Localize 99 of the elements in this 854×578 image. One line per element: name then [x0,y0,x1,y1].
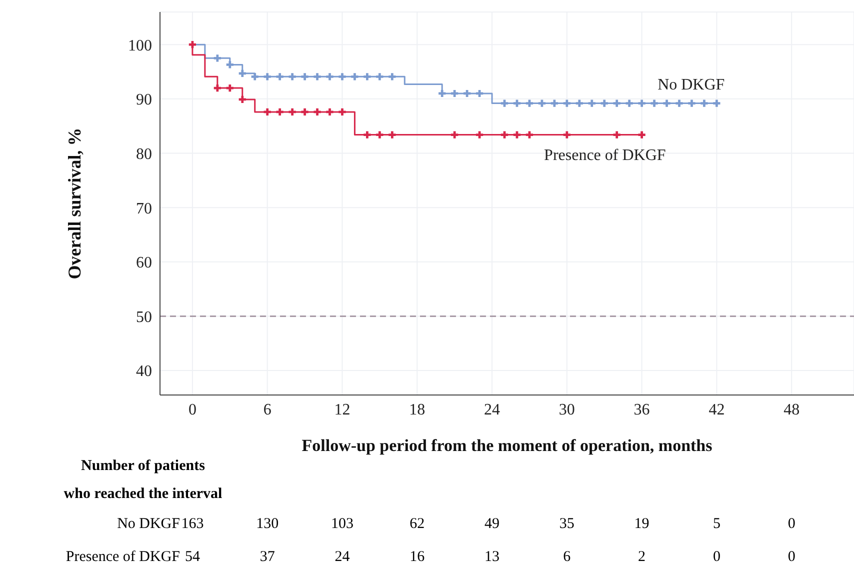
x-tick-label: 0 [188,401,196,418]
point [264,73,271,80]
point [364,131,371,138]
text: 49 [484,516,501,533]
y-tick-label: 70 [136,200,152,218]
point [476,131,484,138]
point [264,108,271,116]
text: 54 [184,549,200,565]
point [438,90,446,98]
x-tick-label: 6 [263,401,272,418]
point [338,73,346,80]
point [688,100,696,107]
y-tick-label: 50 [136,308,152,326]
point [238,70,246,77]
point [376,73,384,80]
text: 6 [562,549,572,566]
point [226,61,234,68]
text: 163 [181,516,204,532]
point [638,100,646,107]
point [663,100,670,107]
x-tick-label: 36 [634,401,650,418]
text: 5 [712,516,722,533]
point [338,108,346,116]
series-label: Presence of DKGF [544,146,666,164]
series-label: No DKGF [658,76,725,94]
point [451,131,458,138]
text: 103 [330,516,354,533]
point [563,100,570,107]
y-tick-label: 90 [136,92,152,109]
point [626,100,633,107]
x-tick-label: 24 [484,401,500,418]
y-tick-label: 40 [136,363,152,380]
point [288,108,296,116]
point [276,73,284,80]
point [713,100,720,107]
point [301,73,308,80]
point [388,131,396,138]
text: 0 [712,549,722,566]
point [500,131,508,138]
text: 130 [255,516,280,533]
point [588,100,596,107]
y-tick-label: 60 [136,254,152,272]
text: who reached the interval [62,485,224,504]
point [364,73,371,80]
point [288,73,296,80]
point [613,131,620,138]
point [214,54,221,62]
point [638,131,646,138]
point [326,73,334,80]
point [550,100,558,107]
point [526,131,534,138]
text: 2 [637,549,647,566]
point [538,100,546,107]
point [188,41,196,48]
text: 24 [334,549,351,566]
point [301,108,308,116]
x-axis-title: Follow-up period from the moment of operation, months [302,436,713,455]
text: No DKGF [117,516,180,532]
point [500,100,508,107]
point [226,84,234,92]
x-tick-label: 42 [708,401,725,418]
text: Number of patients [80,457,206,476]
x-tick-label: 30 [558,401,575,418]
text: 0 [786,549,796,566]
point [676,100,683,107]
y-tick-label: 100 [128,37,152,54]
text: 0 [786,516,796,533]
point [314,73,321,80]
point [576,100,583,107]
point [276,108,284,116]
x-tick-label: 18 [409,401,426,418]
point [700,100,708,107]
point [376,131,384,138]
point [650,100,658,107]
point [563,131,570,138]
text: 19 [633,516,650,533]
y-tick-label: 80 [136,146,152,163]
x-tick-label: 12 [334,401,350,418]
text: Presence of DKGF [66,549,180,565]
point [600,100,608,107]
point [214,84,221,92]
point [613,100,620,107]
point [314,108,321,116]
text: 35 [558,516,576,533]
y-axis-title: Overall survival, % [64,128,84,280]
text: 37 [258,549,276,566]
point [513,100,521,107]
text: 16 [408,549,426,566]
point [326,108,334,116]
point [526,100,534,107]
point [351,73,358,80]
point [451,90,458,98]
point [388,73,396,80]
x-tick-label: 48 [784,401,800,418]
point [513,131,521,138]
point [238,96,246,104]
text: 13 [484,549,501,566]
text: 62 [408,516,426,533]
point [251,73,258,80]
